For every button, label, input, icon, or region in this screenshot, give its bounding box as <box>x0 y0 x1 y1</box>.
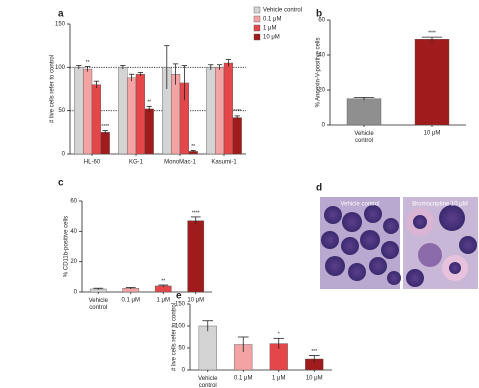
x-tick-label: MonoMac-1 <box>164 160 196 166</box>
significance-label: ** <box>161 278 165 284</box>
legend-label: Vehicle control <box>263 8 302 14</box>
legend-label: 10 μM <box>263 35 280 41</box>
y-tick-label: 0 <box>182 368 186 374</box>
legend-label: 1 μM <box>263 26 276 32</box>
significance-label: * <box>278 332 280 338</box>
y-tick-label: 100 <box>55 65 66 71</box>
significance-label: ** <box>191 144 195 150</box>
bar <box>187 220 205 293</box>
x-tick-label: KG-1 <box>129 160 144 166</box>
legend-swatch <box>253 15 261 23</box>
significance-label: ** <box>147 100 151 106</box>
y-tick-label: 50 <box>178 346 185 352</box>
legend-swatch <box>253 33 261 41</box>
bar <box>223 62 234 155</box>
y-tick-label: 150 <box>175 302 186 308</box>
x-tick-label: Vehicle control <box>89 298 109 311</box>
y-tick-label: 0 <box>322 123 326 129</box>
y-tick-label: 20 <box>70 259 77 265</box>
y-tick-label: 0 <box>74 290 78 296</box>
panel-letter: c <box>58 178 64 189</box>
bar <box>74 67 84 155</box>
bar <box>144 108 154 155</box>
bar <box>232 117 242 155</box>
legend-swatch <box>253 6 261 14</box>
x-tick-label: 0.1 μM <box>122 298 140 304</box>
significance-label: ** <box>86 60 90 66</box>
y-tick-label: 60 <box>70 199 77 205</box>
x-tick-label: 10 μM <box>187 298 204 304</box>
bar <box>214 67 225 155</box>
significance-label: *** <box>311 349 317 355</box>
y-tick-label: 60 <box>318 18 325 24</box>
bar <box>126 77 137 155</box>
bar <box>414 39 450 126</box>
y-tick-label: 0 <box>62 152 66 158</box>
x-tick-label: 1 μM <box>157 298 170 304</box>
micrograph-left <box>320 197 401 289</box>
x-tick-label: 10 μM <box>424 131 441 137</box>
bar <box>118 67 128 155</box>
significance-label: **** <box>233 109 241 115</box>
bar <box>346 98 382 126</box>
significance-label: **** <box>101 124 109 130</box>
x-tick-label: HL-60 <box>84 160 101 166</box>
panel-letter: a <box>58 9 64 20</box>
y-axis-label: # live cells refer to control <box>50 55 56 123</box>
bar <box>82 68 93 155</box>
image-title: Vehicle control <box>340 202 379 208</box>
micrograph-right <box>403 197 478 289</box>
x-tick-label: Vehicle control <box>198 376 218 388</box>
y-tick-label: 50 <box>58 108 65 114</box>
x-tick-label: 0.1 μM <box>234 376 252 382</box>
image-title: Bromocriptine 10 μM <box>412 202 467 208</box>
bar <box>135 74 146 155</box>
x-tick-label: 10 μM <box>306 376 323 382</box>
significance-label: **** <box>192 210 200 216</box>
x-tick-label: Kasumi-1 <box>211 160 237 166</box>
bar <box>198 325 217 371</box>
bar <box>91 84 102 155</box>
y-axis-label: # live cells refer to control <box>172 303 178 371</box>
y-tick-label: 100 <box>175 324 186 330</box>
legend-label: 0.1 μM <box>263 17 281 23</box>
x-tick-label: Vehicle control <box>354 131 374 144</box>
y-tick-label: 150 <box>55 22 66 28</box>
panel-letter: e <box>176 291 182 302</box>
bar <box>206 67 216 155</box>
panel-letter: b <box>316 9 322 20</box>
y-axis-label: % Annexin-V-positive cells <box>316 37 322 107</box>
y-tick-label: 40 <box>318 53 325 59</box>
y-tick-label: 20 <box>318 88 325 94</box>
significance-label: **** <box>428 30 436 36</box>
legend-swatch <box>253 24 261 32</box>
x-tick-label: 1 μM <box>272 376 285 382</box>
bar <box>170 74 181 155</box>
bar <box>100 132 110 155</box>
y-tick-label: 40 <box>70 229 77 235</box>
panel-letter: d <box>316 183 322 194</box>
y-axis-label: % CD11b-positive cells <box>64 216 70 277</box>
